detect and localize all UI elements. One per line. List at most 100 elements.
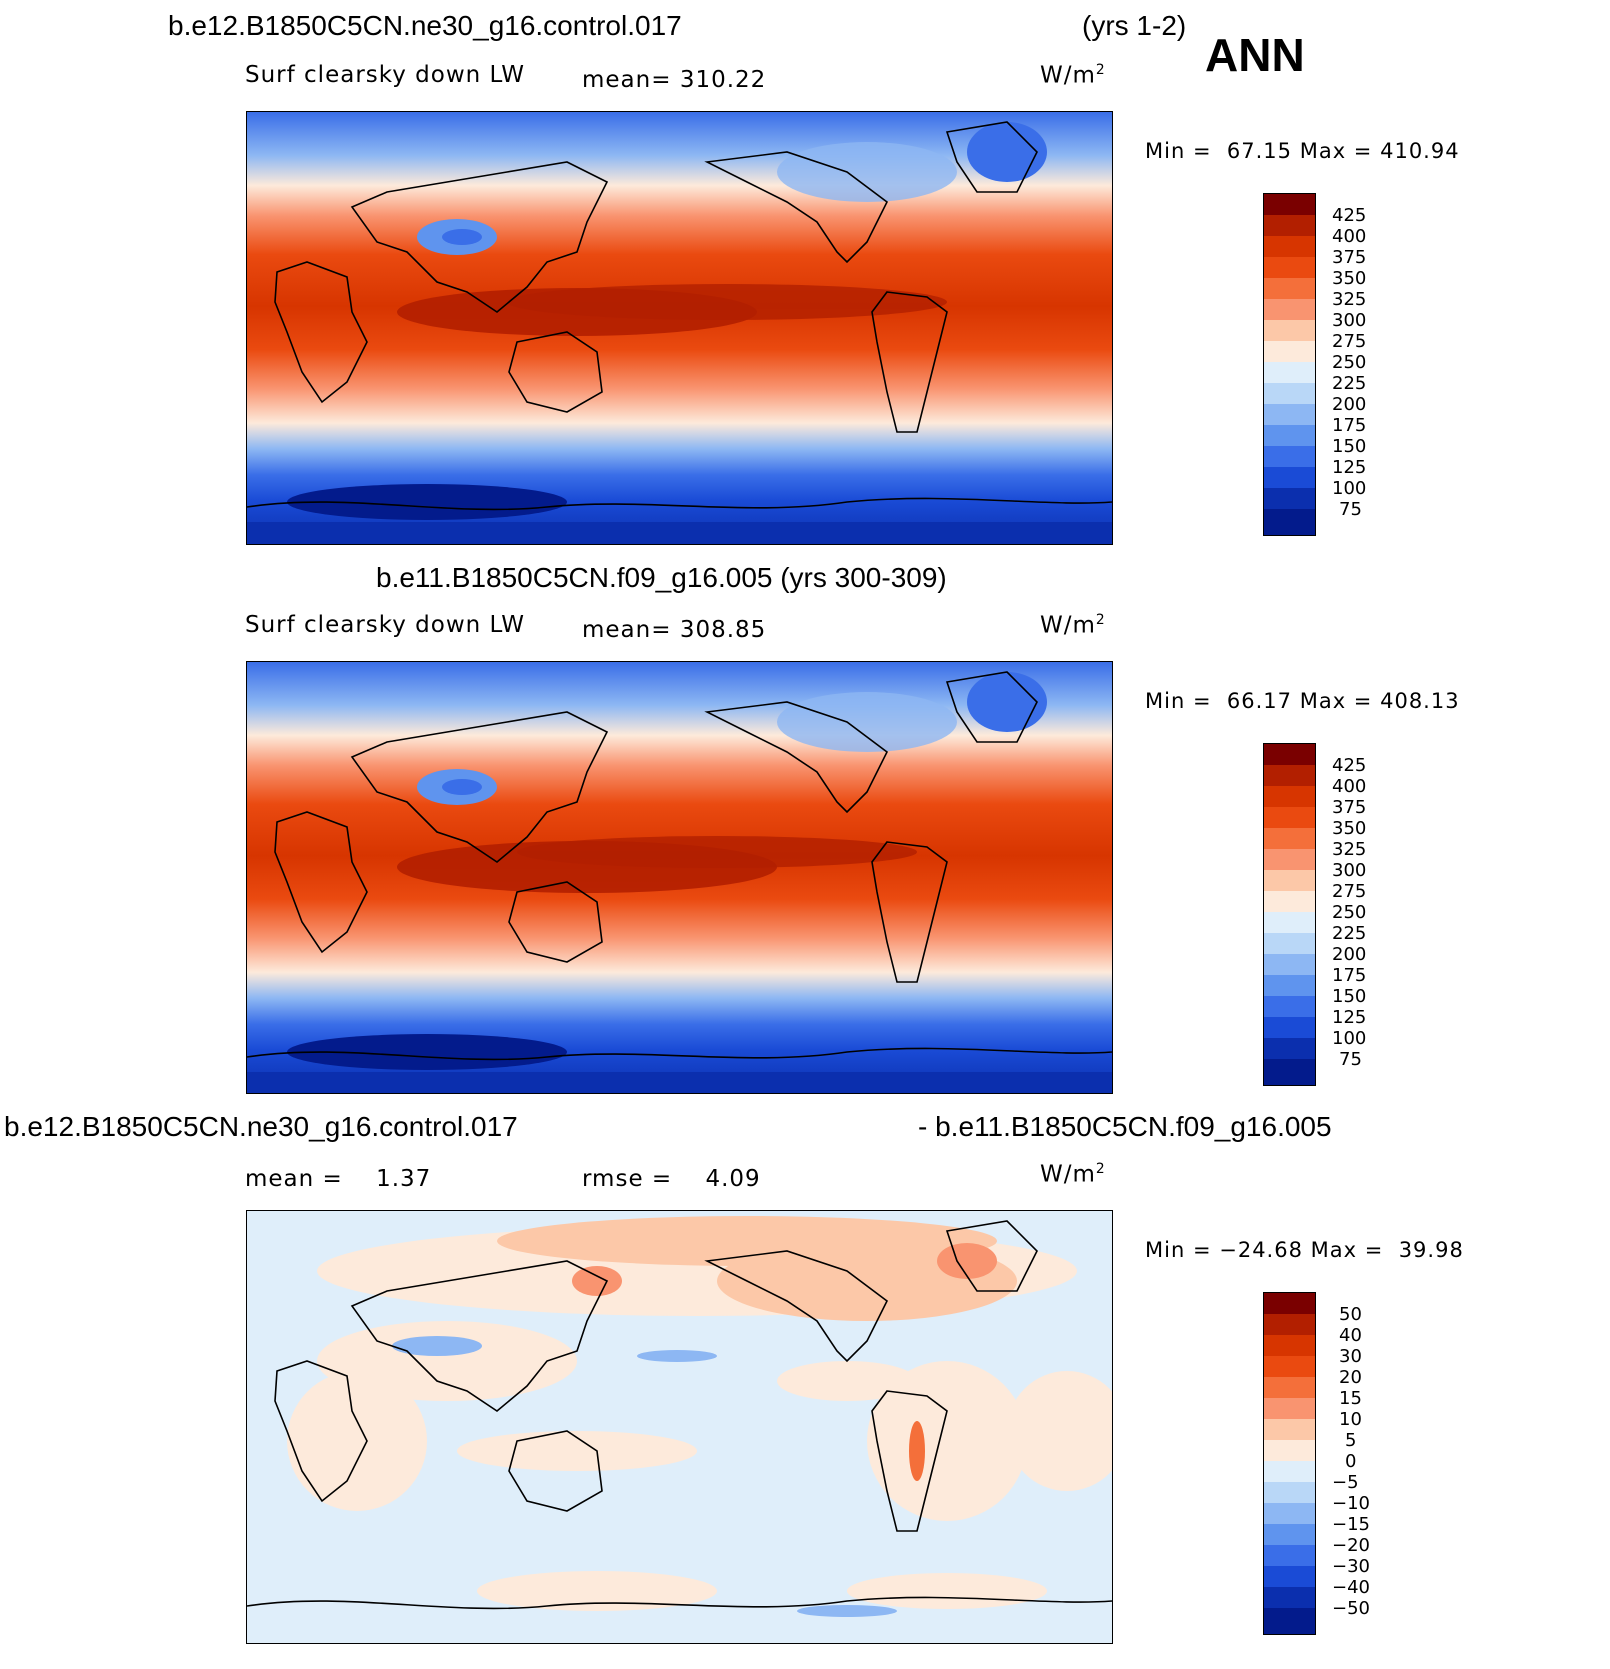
panel3-cbar-swatch: [1264, 1293, 1315, 1315]
panel1-map-field: [247, 112, 1112, 544]
cbar-label: −50: [1332, 1598, 1370, 1619]
cbar-label: −5: [1332, 1472, 1359, 1493]
panel2-cbar-swatch: [1264, 1017, 1315, 1039]
cbar-label: 275: [1332, 881, 1367, 902]
cbar-label: 200: [1332, 944, 1367, 965]
panel1-units: W/m2: [1040, 62, 1106, 89]
panel3-cbar-swatch: [1264, 1314, 1315, 1336]
cbar-label: −10: [1332, 1493, 1370, 1514]
panel2-cbar-swatch: [1264, 975, 1315, 997]
cbar-label: −15: [1332, 1514, 1370, 1535]
panel3-cbar-swatch: [1264, 1356, 1315, 1378]
panel2-cbar-swatch: [1264, 1059, 1315, 1085]
cbar-label: 425: [1332, 755, 1367, 776]
panel2-units: W/m2: [1040, 612, 1106, 639]
panel3-units: W/m2: [1040, 1161, 1106, 1188]
panel3-cbar-swatch: [1264, 1440, 1315, 1462]
cbar-label: 40: [1339, 1325, 1362, 1346]
panel3-cbar-swatch: [1264, 1587, 1315, 1609]
cbar-label: 30: [1339, 1346, 1362, 1367]
cbar-label: −30: [1332, 1556, 1370, 1577]
panel1-cbar-swatch: [1264, 257, 1315, 279]
panel2-cbar-swatch: [1264, 996, 1315, 1018]
panel1-cbar-swatch: [1264, 215, 1315, 237]
panel1-cbar-swatch: [1264, 446, 1315, 468]
panel2-cbar-swatch: [1264, 912, 1315, 934]
panel3-cbar-swatch: [1264, 1419, 1315, 1441]
cbar-label: 10: [1339, 1409, 1362, 1430]
panel1-cbar-swatch: [1264, 383, 1315, 405]
panel3-cbar-swatch: [1264, 1482, 1315, 1504]
panel2-cbar-swatch: [1264, 954, 1315, 976]
cbar-label: 75: [1339, 1049, 1362, 1070]
cbar-label: 5: [1345, 1430, 1357, 1451]
panel3-map: [246, 1210, 1113, 1644]
panel1-cbar-swatch: [1264, 488, 1315, 510]
panel2-cbar-swatch: [1264, 891, 1315, 913]
panel1-cbar-swatch: [1264, 194, 1315, 216]
cbar-label: −40: [1332, 1577, 1370, 1598]
cbar-label: 175: [1332, 965, 1367, 986]
cbar-label: 125: [1332, 1007, 1367, 1028]
panel2-variable: Surf clearsky down LW: [245, 612, 525, 638]
panel3-cbar-swatch: [1264, 1461, 1315, 1483]
panel2-mean: mean= 308.85: [582, 617, 767, 643]
cbar-label: 50: [1339, 1304, 1362, 1325]
panel1-cbar-swatch: [1264, 404, 1315, 426]
panel1-cbar-swatch: [1264, 341, 1315, 363]
cbar-label: 150: [1332, 986, 1367, 1007]
cbar-label: 125: [1332, 457, 1367, 478]
cbar-label: 325: [1332, 839, 1367, 860]
cbar-label: 300: [1332, 860, 1367, 881]
panel3-cbar-swatch: [1264, 1335, 1315, 1357]
panel1-cbar-swatch: [1264, 299, 1315, 321]
case-title: b.e12.B1850C5CN.ne30_g16.control.017: [168, 10, 682, 41]
panel1-minmax: Min = 67.15 Max = 410.94: [1145, 139, 1460, 163]
cbar-label: 300: [1332, 310, 1367, 331]
panel1-cbar-swatch: [1264, 425, 1315, 447]
season-label: ANN: [1205, 29, 1305, 81]
panel1-cbar-swatch: [1264, 509, 1315, 535]
cbar-label: 0: [1345, 1451, 1357, 1472]
panel1-cbar-swatch: [1264, 362, 1315, 384]
cbar-label: 150: [1332, 436, 1367, 457]
panel1-map: [246, 111, 1113, 545]
cbar-label: 200: [1332, 394, 1367, 415]
panel3-title-left: b.e12.B1850C5CN.ne30_g16.control.017: [4, 1111, 518, 1142]
cbar-label: 325: [1332, 289, 1367, 310]
panel3-cbar-swatch: [1264, 1503, 1315, 1525]
years-label: (yrs 1-2): [1082, 10, 1187, 41]
panel2-cbar-swatch: [1264, 870, 1315, 892]
panel3-colorbar: [1263, 1292, 1316, 1635]
panel3-cbar-swatch: [1264, 1608, 1315, 1634]
panel1-variable: Surf clearsky down LW: [245, 62, 525, 88]
panel3-cbar-swatch: [1264, 1545, 1315, 1567]
cbar-label: 100: [1332, 1028, 1367, 1049]
panel3-cbar-swatch: [1264, 1377, 1315, 1399]
panel2-cbar-swatch: [1264, 786, 1315, 808]
panel2-cbar-swatch: [1264, 765, 1315, 787]
cbar-label: 75: [1339, 499, 1362, 520]
panel1-cbar-swatch: [1264, 278, 1315, 300]
panel2-cbar-swatch: [1264, 933, 1315, 955]
panel1-cbar-swatch: [1264, 236, 1315, 258]
panel1-colorbar: [1263, 193, 1316, 536]
panel3-rmse: rmse = 4.09: [582, 1166, 761, 1192]
panel3-cbar-swatch: [1264, 1398, 1315, 1420]
panel2-cbar-swatch: [1264, 828, 1315, 850]
panel2-minmax: Min = 66.17 Max = 408.13: [1145, 689, 1460, 713]
cbar-label: 350: [1332, 818, 1367, 839]
panel2-map-field: [247, 662, 1112, 1093]
cbar-label: 400: [1332, 776, 1367, 797]
panel2-title: b.e11.B1850C5CN.f09_g16.005 (yrs 300-309…: [376, 562, 947, 593]
cbar-label: 350: [1332, 268, 1367, 289]
cbar-label: 425: [1332, 205, 1367, 226]
cbar-label: 400: [1332, 226, 1367, 247]
cbar-label: 20: [1339, 1367, 1362, 1388]
cbar-label: 375: [1332, 247, 1367, 268]
cbar-label: 225: [1332, 373, 1367, 394]
cbar-label: 100: [1332, 478, 1367, 499]
panel1-cbar-swatch: [1264, 467, 1315, 489]
cbar-label: −20: [1332, 1535, 1370, 1556]
cbar-label: 175: [1332, 415, 1367, 436]
